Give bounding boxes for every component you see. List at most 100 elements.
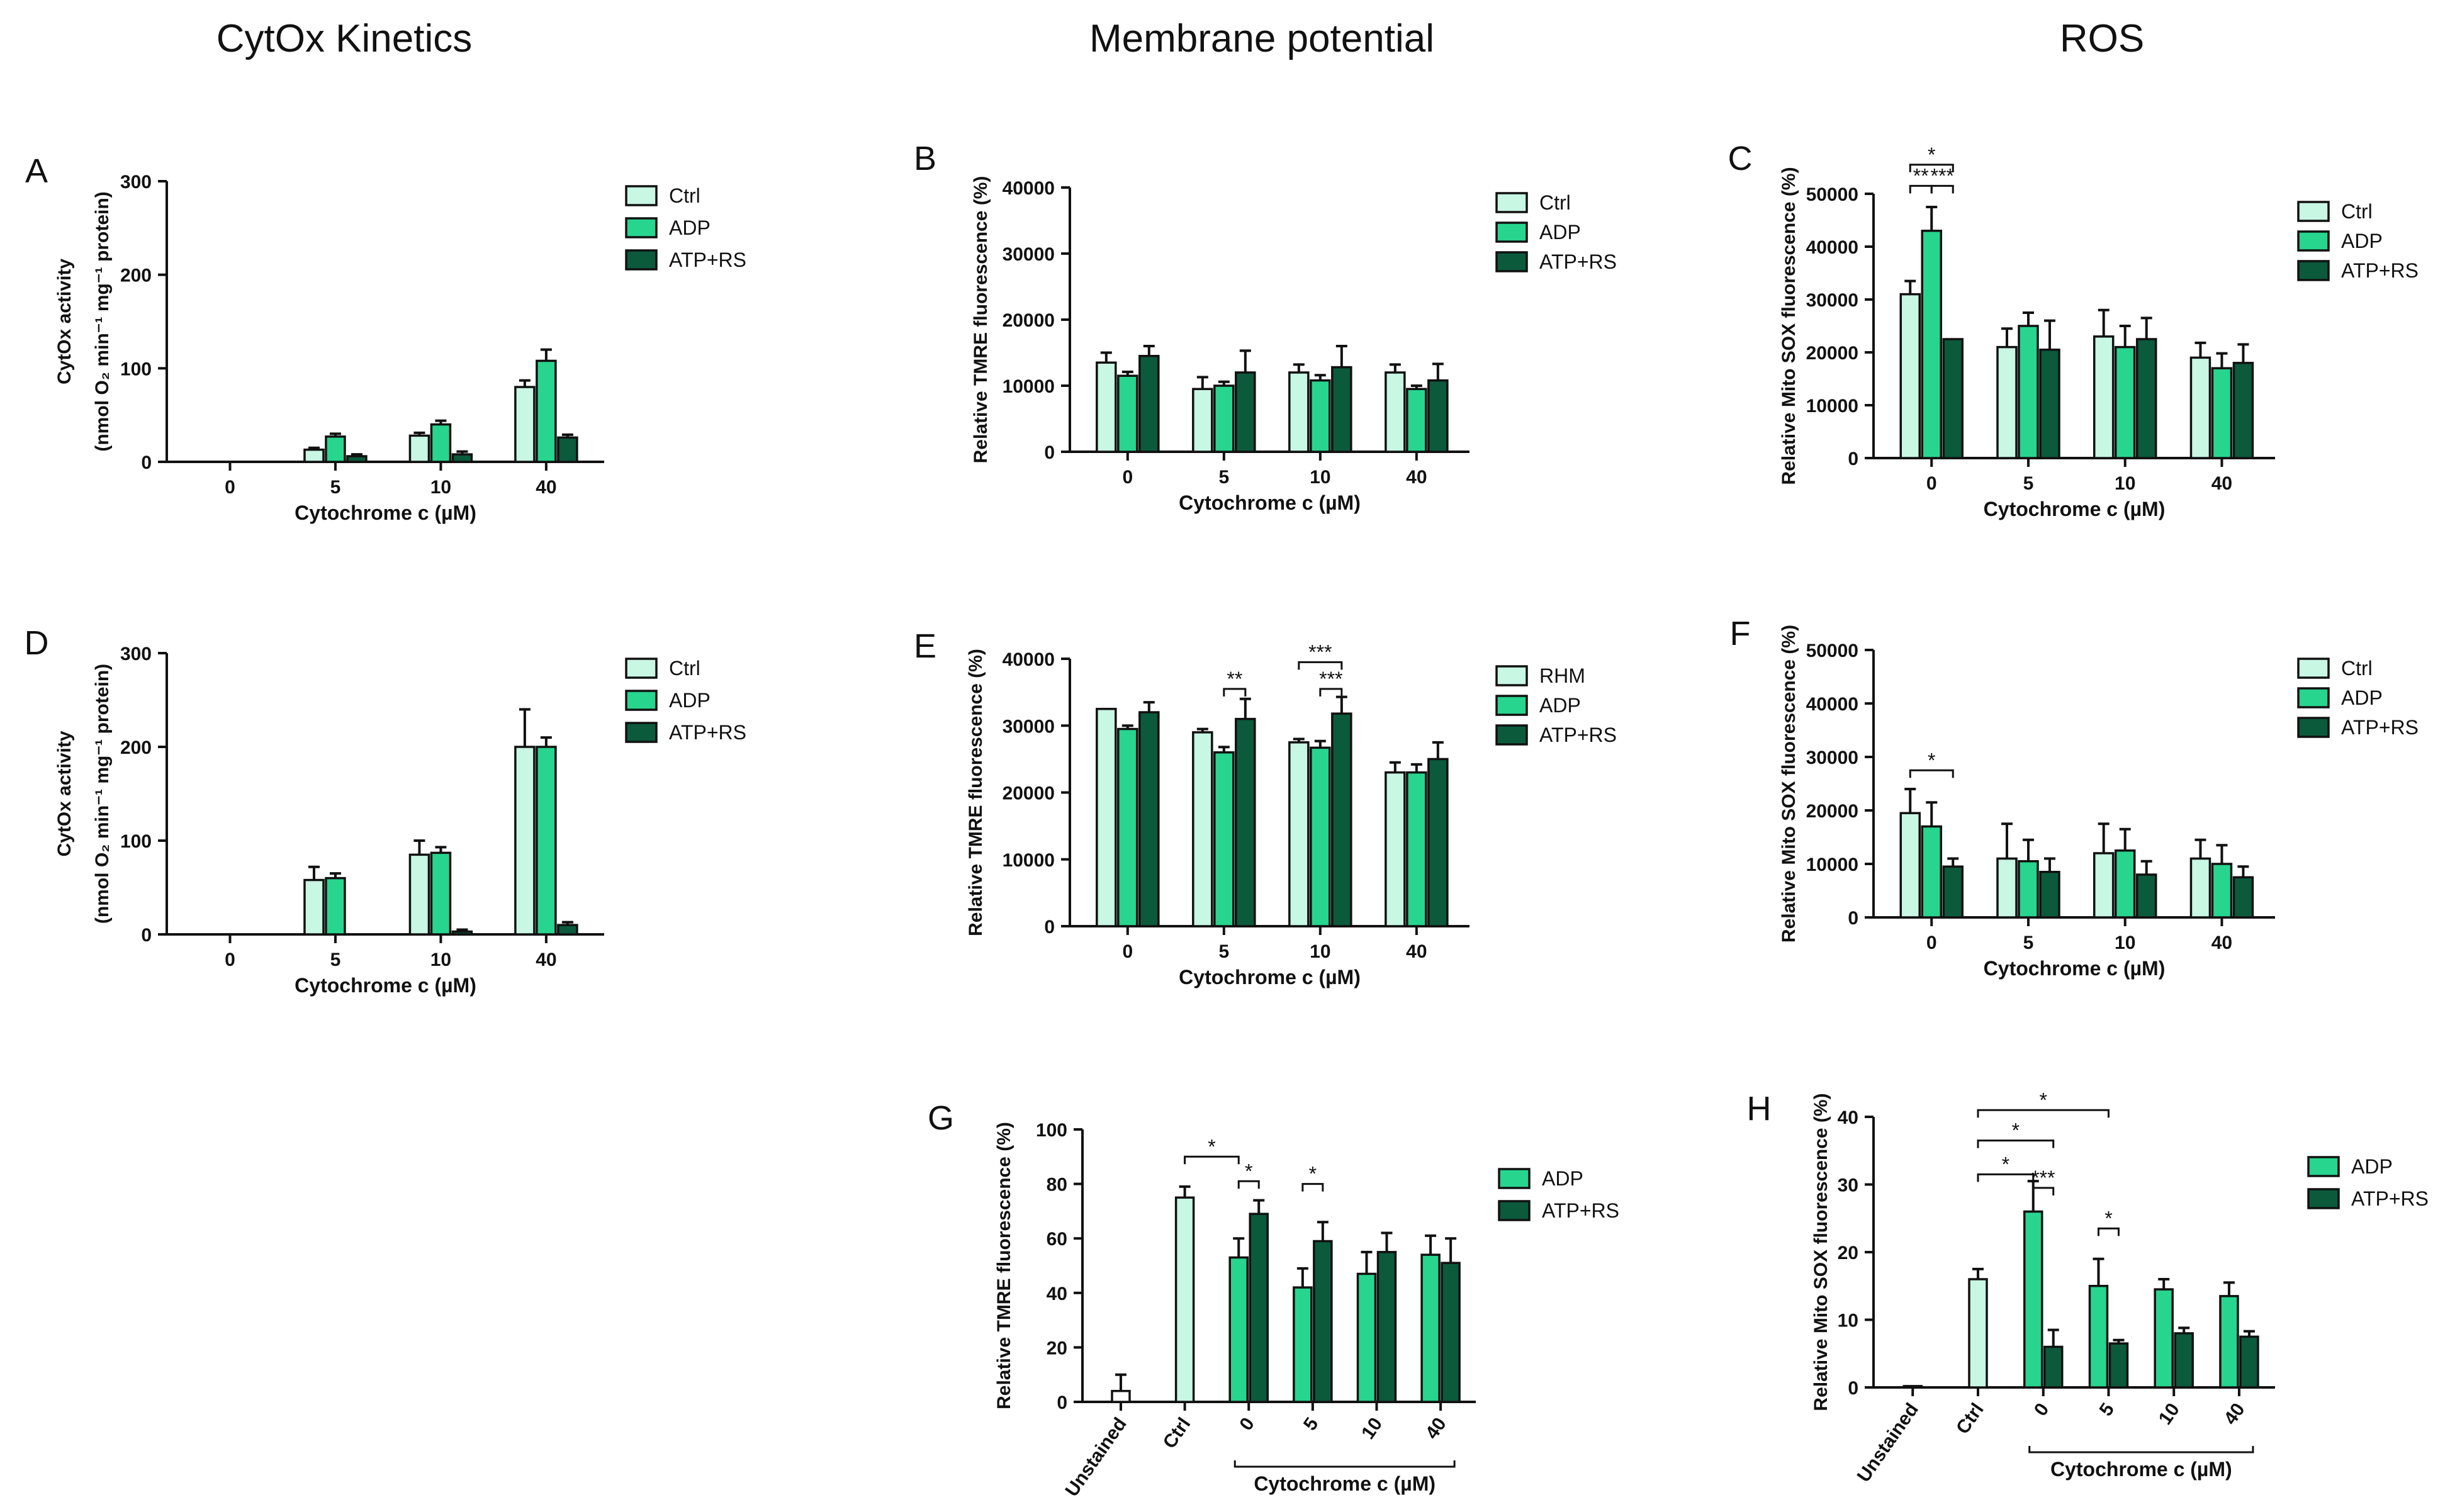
panel-c-xlabel: Cytochrome c (µM) [1984, 498, 2166, 520]
panel-g-ytick-label: 20 [1047, 1338, 1067, 1358]
panel-g-ytick-label: 100 [1036, 1120, 1067, 1141]
panel-b-ytick-label: 10000 [1003, 376, 1055, 397]
panel-e-xtick-label: 0 [1122, 941, 1133, 962]
panel-c-bar-adp [2018, 325, 2039, 459]
panel-c-ytick-label: 40000 [1806, 237, 1858, 258]
panel-b: B 0 10000 20000 30000 40000 0 5 10 40 Cytochrome c… [914, 140, 1617, 514]
column-title-membrane: Membrane potential [1089, 17, 1434, 60]
panel-h-sig-label: * [2002, 1153, 2009, 1175]
panel-c-ytick-label: 30000 [1806, 290, 1858, 311]
panel-h-letter: H [1747, 1090, 1772, 1128]
panel-c-bar-atprs [1942, 338, 1964, 459]
panel-f-legend-swatch [2297, 658, 2330, 679]
panel-a-ytick-label: 300 [120, 172, 152, 193]
panel-h-bar [1902, 1385, 1923, 1389]
panel-b-bar-adp [1406, 388, 1427, 453]
panel-g-sig-bracket [1184, 1155, 1240, 1165]
panel-g-bar-adp [1293, 1286, 1313, 1403]
panel-a-ytick-label: 200 [120, 266, 152, 286]
panel-b-ytick-label: 0 [1044, 442, 1055, 463]
panel-b-bar-ctrl [1288, 371, 1310, 453]
panel-c-bar-ctrl [1996, 345, 2018, 459]
panel-a-bar-atprs [557, 436, 578, 463]
panel-h-bar [1968, 1278, 1988, 1389]
panel-d-bar-ctrl [303, 878, 325, 936]
panel-b-bar-adp [1213, 384, 1235, 453]
panel-c-ylabel: Relative Mito SOX fluorescence (%) [1778, 167, 1799, 484]
panel-g-xtick-label: 40 [1422, 1414, 1451, 1443]
panel-b-ytick-label: 40000 [1003, 178, 1055, 199]
column-title-cytox: CytOx Kinetics [216, 17, 473, 60]
panel-g-ytick-label: 0 [1057, 1392, 1067, 1413]
panel-a-legend-label: ATP+RS [669, 249, 746, 271]
panel-c-legend-swatch [2297, 201, 2330, 222]
panel-a-legend-swatch [625, 217, 658, 238]
panel-c-ytick-label: 0 [1848, 449, 1858, 469]
panel-f-ylabel: Relative Mito SOX fluorescence (%) [1778, 625, 1799, 943]
panel-h-xtick-label: Ctrl [1952, 1399, 1988, 1438]
panel-f-xtick-label: 10 [2115, 932, 2135, 953]
panel-g-sig-label: * [1208, 1135, 1215, 1158]
panel-g-legend-label: ADP [1542, 1167, 1583, 1190]
panel-c-legend-label: ADP [2341, 230, 2383, 252]
column-title-ros: ROS [2060, 17, 2144, 60]
panel-c-sig-label: * [1928, 143, 1935, 166]
panel-e-bar-rhm [1192, 731, 1213, 927]
panel-b-legend-label: Ctrl [1539, 191, 1571, 214]
panel-e-xtick-label: 40 [1406, 941, 1427, 962]
panel-h-legend-label: ADP [2351, 1155, 2393, 1178]
panel-e-ytick-label: 40000 [1003, 649, 1055, 670]
panel-a-bar-ctrl [514, 386, 536, 463]
panel-g-sig-bracket [1301, 1183, 1324, 1192]
panel-g-sig-label: * [1309, 1163, 1317, 1185]
panel-g-bar-atprs [1441, 1262, 1461, 1403]
panel-c-ytick-label: 50000 [1806, 184, 1858, 205]
panel-b-xtick-label: 10 [1310, 467, 1330, 488]
panel-g-bar-adp [1420, 1253, 1441, 1403]
panel-b-xlabel: Cytochrome c (µM) [1179, 491, 1361, 514]
panel-h-sig-label: * [2012, 1119, 2020, 1142]
panel-c-legend-label: ATP+RS [2341, 259, 2419, 282]
panel-e-bar-rhm [1288, 741, 1310, 927]
panel-c-sig-label: *** [1931, 164, 1954, 187]
panel-g: G 0 20 40 60 80 100 Unstained Ctrl 0 5 10 40 Cytochro… [928, 1099, 1619, 1501]
panel-h-sig-bracket [1977, 1109, 2110, 1118]
panel-f-bar-ctrl [1899, 812, 1921, 919]
panel-h-xtick-label: 10 [2155, 1399, 2184, 1428]
panel-h-sig-label: * [2104, 1207, 2112, 1229]
panel-h-ytick-label: 30 [1838, 1175, 1858, 1196]
panel-a-xlabel: Cytochrome c (µM) [295, 501, 476, 524]
panel-a-xtick-label: 40 [536, 477, 556, 498]
panel-d-ytick-label: 300 [120, 644, 152, 664]
panel-c-ytick-label: 10000 [1806, 396, 1858, 417]
panel-d-ylabel: CytOx activity [54, 731, 75, 856]
panel-d-ylabel-units: (nmol O₂ min⁻¹ mg⁻¹ protein) [92, 664, 113, 924]
panel-c-letter: C [1728, 140, 1753, 177]
panel-h-xtick-label: 40 [2220, 1399, 2249, 1428]
panel-b-bar-atprs [1138, 355, 1160, 453]
panel-e-bar-adp [1310, 746, 1331, 927]
panel-e-bar-atprs [1427, 758, 1449, 927]
panel-e-ytick-label: 0 [1044, 917, 1055, 938]
panel-g-group-bracket [1233, 1460, 1456, 1468]
panel-h: H 0 10 20 30 40 Unstained Ctrl 0 5 10 40 Cytochrome … [1747, 1089, 2429, 1486]
panel-d-bar-atprs [451, 930, 473, 936]
panel-h-bar-atprs [2174, 1332, 2194, 1389]
panel-c-legend-label: Ctrl [2341, 200, 2373, 223]
panel-h-sig-label: * [2039, 1089, 2047, 1111]
panel-h-bar-atprs [2239, 1335, 2259, 1389]
panel-f-legend-swatch [2297, 687, 2330, 708]
panel-e-sig-label: *** [1308, 641, 1332, 663]
panel-e-sig-label: *** [1319, 668, 1342, 690]
panel-a-ytick-label: 100 [120, 359, 152, 379]
panel-h-ytick-label: 0 [1848, 1378, 1858, 1399]
panel-c-bar-atprs [2039, 349, 2060, 459]
panel-f-bar-adp [2211, 863, 2233, 919]
panel-d-ytick-label: 0 [141, 925, 152, 946]
panel-f-legend-label: ADP [2341, 686, 2383, 709]
panel-f-bar-adp [1921, 825, 1942, 919]
panel-c-xtick-label: 0 [1926, 473, 1937, 494]
panel-e-sig-bracket [1319, 688, 1343, 697]
panel-h-bar-adp [2154, 1288, 2174, 1389]
panel-g-xtick-label: Ctrl [1159, 1414, 1195, 1452]
